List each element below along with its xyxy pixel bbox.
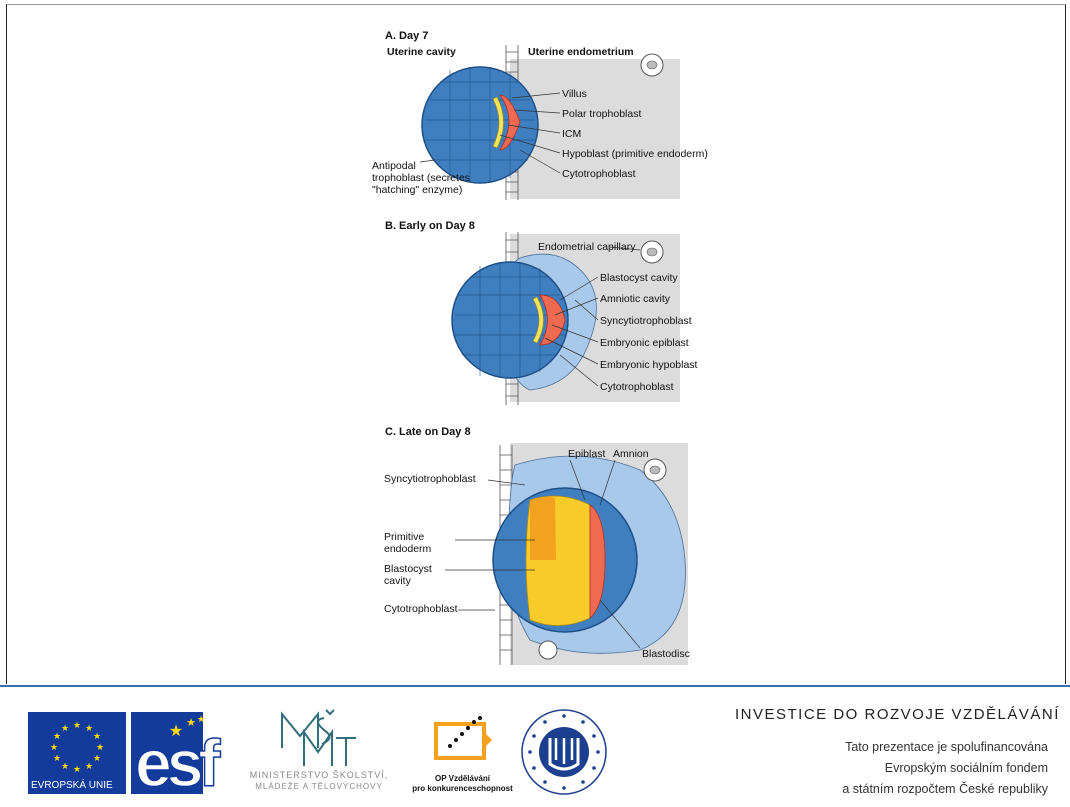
svg-text:★: ★ bbox=[61, 724, 69, 734]
label-antipodal-1: Antipodal bbox=[372, 160, 416, 172]
esf-stars-icon: ★ ★ ★ bbox=[169, 715, 205, 740]
panel-c-title: C. Late on Day 8 bbox=[385, 426, 471, 438]
msmt-logo: MINISTERSTVO ŠKOLSTVÍ, MLÁDEŽE A TĚLOVÝC… bbox=[232, 708, 404, 798]
label-primitive-endoderm-2: endoderm bbox=[384, 543, 432, 555]
footer-line-1: Tato prezentace je spolufinancována bbox=[845, 740, 1048, 754]
eu-label: EVROPSKÁ UNIE bbox=[31, 780, 113, 791]
svg-text:★: ★ bbox=[53, 732, 61, 742]
svg-text:★: ★ bbox=[197, 715, 205, 725]
svg-text:★: ★ bbox=[85, 762, 93, 772]
op-logo: OP Vzdělávání pro konkurenceschopnost bbox=[410, 712, 515, 798]
eu-logo: ★ ★ ★ ★ ★ ★ ★ ★ ★ ★ ★ ★ EVROPSKÁ UNIE bbox=[28, 712, 126, 794]
label-primitive-endoderm-1: Primitive bbox=[384, 531, 425, 543]
msmt-line-1: MINISTERSTVO ŠKOLSTVÍ, bbox=[249, 770, 389, 780]
op-icon bbox=[434, 716, 492, 760]
op-line-1: OP Vzdělávání bbox=[435, 774, 490, 783]
eu-stars-icon: ★ ★★★ ★★★★ ★★★★ bbox=[50, 721, 104, 775]
svg-text:★: ★ bbox=[73, 721, 81, 731]
label-cytotrophoblast-b: Cytotrophoblast bbox=[600, 381, 674, 393]
label-blastodisc: Blastodisc bbox=[642, 648, 690, 660]
label-embryonic-hypoblast: Embryonic hypoblast bbox=[600, 359, 698, 371]
label-antipodal-3: "hatching" enzyme) bbox=[372, 184, 463, 196]
svg-text:★: ★ bbox=[85, 724, 93, 734]
label-polar-trophoblast: Polar trophoblast bbox=[562, 108, 642, 120]
footer-title: INVESTICE DO ROZVOJE VZDĚLÁVÁNÍ bbox=[735, 706, 1060, 723]
esf-wordmark: esf bbox=[134, 726, 221, 800]
svg-text:★: ★ bbox=[50, 743, 58, 753]
op-line-2: pro konkurenceschopnost bbox=[412, 784, 513, 793]
footer-line-3: a státním rozpočtem České republiky bbox=[842, 782, 1048, 796]
svg-text:★: ★ bbox=[73, 765, 81, 775]
uterine-cavity-header: Uterine cavity bbox=[387, 46, 456, 58]
svg-text:★: ★ bbox=[61, 762, 69, 772]
esf-logo: ★ ★ ★ esf bbox=[131, 712, 228, 800]
label-epiblast: Epiblast bbox=[568, 448, 606, 460]
label-amniotic-cavity: Amniotic cavity bbox=[600, 293, 671, 305]
panel-b-title: B. Early on Day 8 bbox=[385, 220, 475, 232]
svg-text:★: ★ bbox=[93, 754, 101, 764]
label-hypoblast: Hypoblast (primitive endoderm) bbox=[562, 148, 708, 160]
label-amnion: Amnion bbox=[613, 448, 649, 460]
label-icm: ICM bbox=[562, 128, 582, 140]
label-syncytiotrophoblast-b: Syncytiotrophoblast bbox=[600, 315, 692, 327]
svg-text:★: ★ bbox=[169, 721, 183, 740]
msmt-monogram-icon bbox=[281, 709, 356, 766]
label-embryonic-epiblast: Embryonic epiblast bbox=[600, 337, 689, 349]
msmt-line-2: MLÁDEŽE A TĚLOVÝCHOVY bbox=[255, 782, 383, 791]
muni-seal bbox=[520, 708, 608, 796]
svg-text:★: ★ bbox=[93, 732, 101, 742]
footer-rule bbox=[0, 685, 1070, 687]
svg-text:★: ★ bbox=[53, 754, 61, 764]
panel-a-title: A. Day 7 bbox=[385, 30, 429, 42]
svg-text:★: ★ bbox=[96, 743, 104, 753]
label-antipodal-2: trophoblast (secretes bbox=[372, 172, 471, 184]
label-syncytiotrophoblast-c: Syncytiotrophoblast bbox=[384, 473, 476, 485]
svg-text:★: ★ bbox=[186, 716, 196, 729]
label-blastocyst-cavity-c-1: Blastocyst bbox=[384, 563, 432, 575]
label-blastocyst-cavity-c-2: cavity bbox=[384, 575, 411, 587]
label-cytotrophoblast-a: Cytotrophoblast bbox=[562, 168, 636, 180]
label-endometrial-capillary: Endometrial capillary bbox=[538, 241, 636, 253]
footer-line-2: Evropským sociálním fondem bbox=[884, 761, 1048, 775]
label-blastocyst-cavity-b: Blastocyst cavity bbox=[600, 272, 678, 284]
slide-frame bbox=[6, 4, 1066, 684]
label-villus: Villus bbox=[562, 88, 587, 100]
uterine-endometrium-header: Uterine endometrium bbox=[528, 46, 634, 58]
label-cytotrophoblast-c: Cytotrophoblast bbox=[384, 603, 458, 615]
muni-seal-icon bbox=[521, 709, 607, 795]
